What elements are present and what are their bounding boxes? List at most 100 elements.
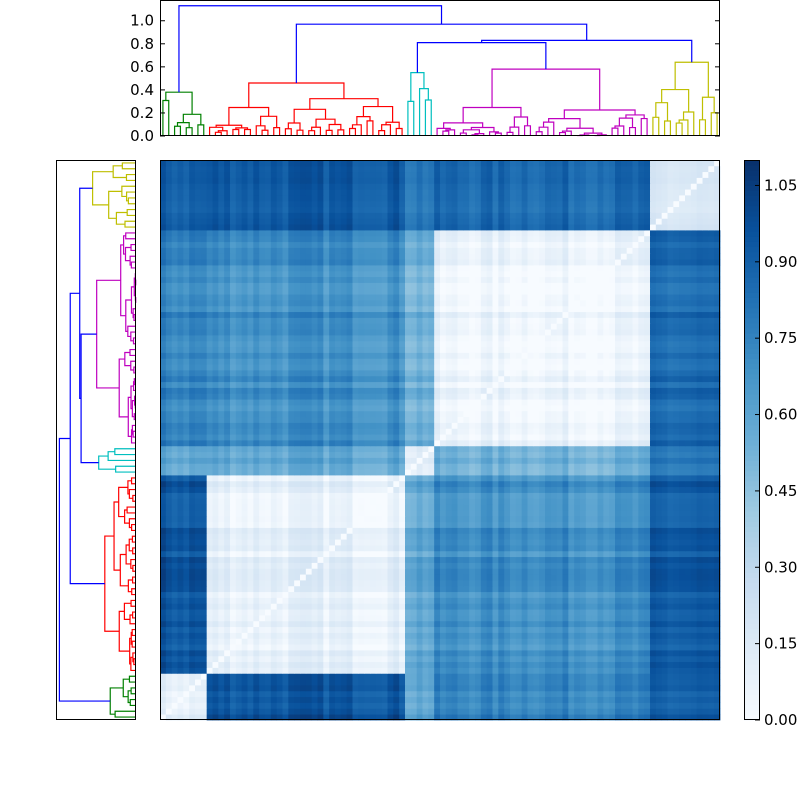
heatmap-cell	[638, 428, 645, 435]
heatmap-cell	[387, 556, 394, 563]
heatmap-cell	[667, 661, 674, 668]
heatmap-cell	[685, 498, 692, 505]
heatmap-cell	[405, 486, 412, 493]
heatmap-cell	[615, 504, 622, 511]
heatmap-cell	[521, 428, 528, 435]
heatmap-cell	[609, 597, 616, 604]
heatmap-cell	[387, 533, 394, 540]
heatmap-cell	[381, 690, 388, 698]
heatmap-cell	[335, 685, 342, 692]
heatmap-cell	[626, 533, 633, 540]
heatmap-cell	[329, 609, 336, 616]
heatmap-cell	[405, 580, 412, 587]
heatmap-cell	[451, 457, 458, 464]
heatmap-cell	[580, 486, 587, 493]
heatmap-cell	[294, 585, 301, 593]
heatmap-cell	[451, 550, 458, 558]
heatmap-cell	[510, 562, 517, 569]
heatmap-cell	[527, 661, 534, 668]
heatmap-cell	[690, 521, 698, 528]
heatmap-cell	[428, 685, 435, 692]
heatmap-cell	[270, 463, 278, 470]
heatmap-cell	[218, 504, 225, 511]
heatmap-cell	[189, 492, 196, 499]
heatmap-cell	[358, 440, 365, 447]
heatmap-cell	[224, 457, 231, 464]
heatmap-cell	[160, 480, 167, 488]
heatmap-cell	[206, 690, 213, 698]
heatmap-cell	[527, 440, 534, 447]
heatmap-cell	[311, 440, 318, 447]
heatmap-cell	[364, 486, 371, 493]
heatmap-cell	[165, 650, 173, 657]
heatmap-cell	[702, 626, 709, 633]
cluster-link	[652, 116, 660, 136]
heatmap-cell	[445, 440, 453, 447]
heatmap-cell	[282, 603, 289, 610]
heatmap-cell	[183, 615, 190, 622]
heatmap-cell	[574, 638, 581, 645]
heatmap-cell	[346, 708, 353, 715]
heatmap-cell	[492, 708, 499, 715]
heatmap-cell	[597, 661, 604, 668]
heatmap-cell	[556, 585, 563, 593]
heatmap-cell	[270, 504, 278, 511]
heatmap-cell	[685, 690, 692, 698]
heatmap-cell	[224, 521, 231, 528]
heatmap-cell	[451, 708, 458, 715]
heatmap-cell	[451, 597, 458, 604]
heatmap-cell	[597, 685, 604, 692]
heatmap-cell	[696, 539, 703, 546]
heatmap-cell	[428, 638, 435, 645]
heatmap-cell	[381, 696, 388, 703]
heatmap-cell	[550, 708, 558, 715]
heatmap-cell	[329, 480, 336, 488]
heatmap-cell	[393, 603, 400, 610]
heatmap-cell	[539, 679, 546, 686]
heatmap-cell	[626, 585, 633, 593]
heatmap-cell	[679, 463, 686, 470]
top-dendrogram	[162, 5, 718, 137]
heatmap-cell	[451, 486, 458, 493]
heatmap-cell	[655, 661, 663, 668]
heatmap-cell	[212, 568, 219, 575]
heatmap-cell	[265, 492, 272, 499]
heatmap-cell	[200, 708, 208, 715]
heatmap-cell	[224, 574, 231, 581]
heatmap-cell	[708, 457, 715, 464]
heatmap-cell	[265, 445, 272, 453]
heatmap-cell	[480, 597, 488, 604]
heatmap-cell	[364, 690, 371, 698]
heatmap-cell	[498, 702, 505, 709]
heatmap-cell	[241, 661, 248, 668]
heatmap-cell	[282, 498, 289, 505]
heatmap-cell	[550, 568, 558, 575]
heatmap-cell	[463, 515, 470, 523]
heatmap-cell	[375, 475, 383, 482]
cluster-link	[173, 125, 182, 136]
heatmap-cell	[644, 457, 651, 464]
heatmap-cell	[638, 434, 645, 441]
heatmap-cell	[165, 661, 173, 668]
heatmap-cell	[259, 434, 266, 441]
heatmap-cell	[224, 655, 231, 663]
heatmap-cell	[282, 539, 289, 546]
heatmap-cell	[224, 667, 231, 674]
heatmap-cell	[399, 696, 406, 703]
heatmap-cell	[294, 661, 301, 668]
heatmap-cell	[545, 440, 552, 447]
heatmap-cell	[585, 702, 593, 709]
heatmap-cell	[603, 708, 610, 715]
cluster-link	[130, 243, 136, 252]
heatmap-cell	[591, 533, 598, 540]
heatmap-cell	[434, 585, 441, 593]
heatmap-cell	[200, 655, 208, 663]
heatmap-cell	[160, 655, 167, 663]
heatmap-cell	[200, 515, 208, 523]
heatmap-cell	[358, 574, 365, 581]
heatmap-cell	[305, 679, 313, 686]
heatmap-cell	[259, 475, 266, 482]
heatmap-cell	[475, 667, 482, 674]
heatmap-cell	[638, 492, 645, 499]
heatmap-cell	[661, 545, 668, 552]
